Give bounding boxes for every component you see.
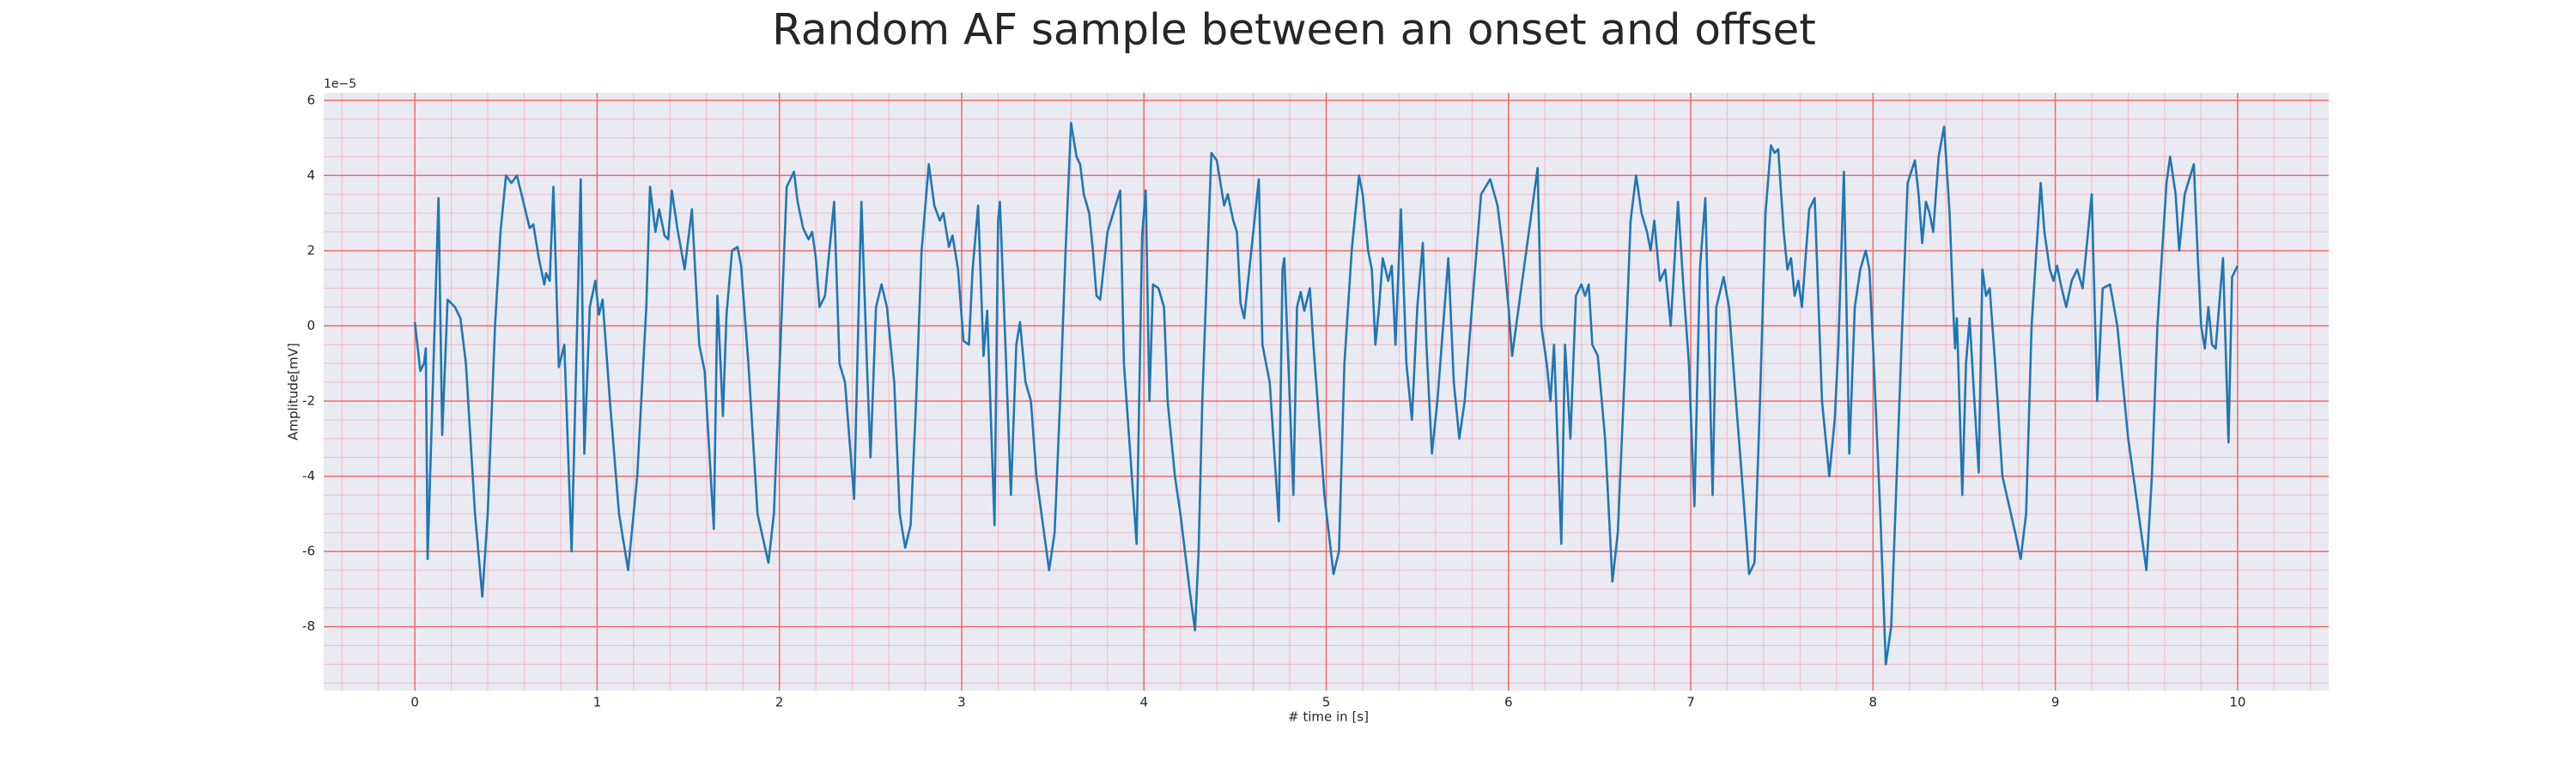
x-tick-label: 3 (957, 695, 966, 710)
x-tick-label: 2 (775, 695, 784, 710)
y-offset-text: 1e−5 (324, 77, 356, 91)
x-tick-label: 10 (2229, 695, 2245, 710)
y-tick-label: -6 (302, 544, 315, 559)
y-tick-label: -4 (302, 468, 315, 484)
y-tick-label: -2 (302, 393, 315, 408)
y-tick-label: 6 (307, 92, 315, 107)
x-tick-label: 6 (1504, 695, 1513, 710)
signal-line (413, 121, 2239, 666)
x-tick-label: 5 (1322, 695, 1331, 710)
x-tick-label: 1 (593, 695, 602, 710)
y-tick-label: 2 (307, 242, 315, 258)
y-tick-label: 0 (307, 318, 315, 333)
x-tick-label: 7 (1686, 695, 1695, 710)
x-axis-label: # time in [s] (1288, 709, 1369, 725)
y-tick-label: -8 (302, 618, 315, 634)
x-tick-label: 9 (2051, 695, 2060, 710)
x-tick-label: 0 (410, 695, 419, 710)
x-tick-label: 8 (1869, 695, 1878, 710)
y-axis-label: Amplitude[mV] (286, 343, 301, 440)
y-tick-label: 4 (307, 167, 315, 183)
x-tick-label: 4 (1139, 695, 1148, 710)
chart-title: Random AF sample between an onset and of… (772, 5, 1816, 55)
